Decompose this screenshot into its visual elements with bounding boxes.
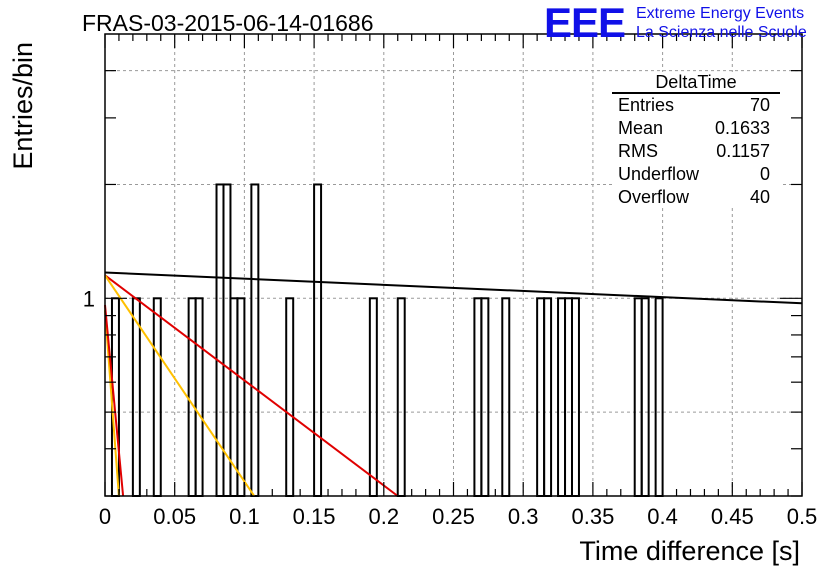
histogram-bin: [564, 297, 573, 497]
stats-label: Overflow: [618, 187, 690, 207]
y-axis-label: Entries/bin: [8, 42, 38, 170]
logo-subtitle: Extreme Energy Events La Scienza nelle S…: [636, 4, 807, 42]
histogram-bin: [640, 297, 650, 497]
stats-divider: [612, 92, 780, 94]
histogram-bin: [187, 297, 197, 497]
x-tick-labels: 0 0.05 0.1 0.15 0.2 0.25 0.3 0.35 0.4 0.45 0.5: [99, 504, 817, 529]
x-axis-label: Time difference [s]: [579, 536, 800, 566]
stats-row-rms: RMS 0.1157: [618, 140, 770, 162]
stats-value: 0: [759, 164, 770, 184]
stats-value: 0.1157: [716, 141, 770, 161]
histogram-bin: [194, 297, 204, 497]
stats-label: Underflow: [618, 164, 700, 184]
histogram-bin: [250, 183, 260, 497]
plot-title: FRAS-03-2015-06-14-01686: [82, 10, 374, 36]
stats-box: DeltaTime Entries 70 Mean 0.1633 RMS 0.1…: [612, 72, 780, 208]
fit-line: [104, 271, 803, 305]
histogram-bin: [222, 183, 232, 497]
histogram-bin: [131, 297, 141, 497]
histogram-bin: [543, 297, 553, 497]
histogram-bin: [570, 297, 580, 497]
x-tick-label: 0.05: [153, 504, 196, 529]
logo-line-2: La Scienza nelle Scuole: [636, 24, 807, 41]
histogram-bin: [501, 297, 511, 497]
eee-logo: EEE Extreme Energy Events La Scienza nel…: [544, 0, 807, 46]
stats-row-overflow: Overflow 40: [618, 186, 770, 208]
fit-lines: [104, 271, 803, 497]
x-tick-label: 0.25: [432, 504, 475, 529]
histogram-bin: [368, 297, 378, 497]
histogram-bin: [152, 297, 162, 497]
x-tick-label: 0.2: [369, 504, 400, 529]
stats-row-mean: Mean 0.1633: [618, 117, 770, 139]
x-tick-label: 0: [99, 504, 111, 529]
x-tick-label: 0.45: [711, 504, 754, 529]
y-tick-label: 1: [83, 286, 95, 311]
logo-line-1: Extreme Energy Events: [636, 5, 805, 22]
x-tick-label: 0.1: [229, 504, 260, 529]
x-tick-label: 0.15: [293, 504, 336, 529]
logo-mark: EEE: [544, 0, 626, 46]
histogram-bars: [110, 183, 664, 497]
fit-line: [104, 310, 120, 497]
stats-row-underflow: Underflow 0: [618, 163, 770, 185]
histogram-bin: [285, 297, 295, 497]
histogram-bin: [654, 297, 664, 497]
stats-value: 70: [749, 95, 770, 115]
fit-line: [104, 274, 399, 497]
stats-label: Entries: [618, 95, 675, 115]
histogram-bin: [557, 297, 567, 497]
histogram-bin: [633, 297, 643, 497]
y-tick-labels: 1: [83, 286, 95, 311]
x-tick-label: 0.35: [571, 504, 614, 529]
stats-title: DeltaTime: [655, 72, 737, 92]
histogram-bin: [396, 297, 406, 497]
histogram-bin: [480, 297, 490, 497]
histogram-bin: [236, 297, 246, 497]
stats-value: 40: [749, 187, 770, 207]
stats-label: RMS: [618, 141, 658, 161]
histogram-bin: [313, 183, 323, 497]
fit-line: [104, 274, 256, 497]
histogram-bin: [536, 297, 546, 497]
x-tick-label: 0.4: [647, 504, 678, 529]
stats-value: 0.1633: [714, 118, 770, 138]
x-tick-label: 0.5: [787, 504, 818, 529]
plot-frame: [104, 33, 803, 497]
stats-row-entries: Entries 70: [618, 94, 770, 116]
stats-label: Mean: [618, 118, 664, 138]
x-tick-label: 0.3: [508, 504, 539, 529]
fit-line: [104, 304, 125, 497]
histogram-bin: [473, 297, 483, 497]
